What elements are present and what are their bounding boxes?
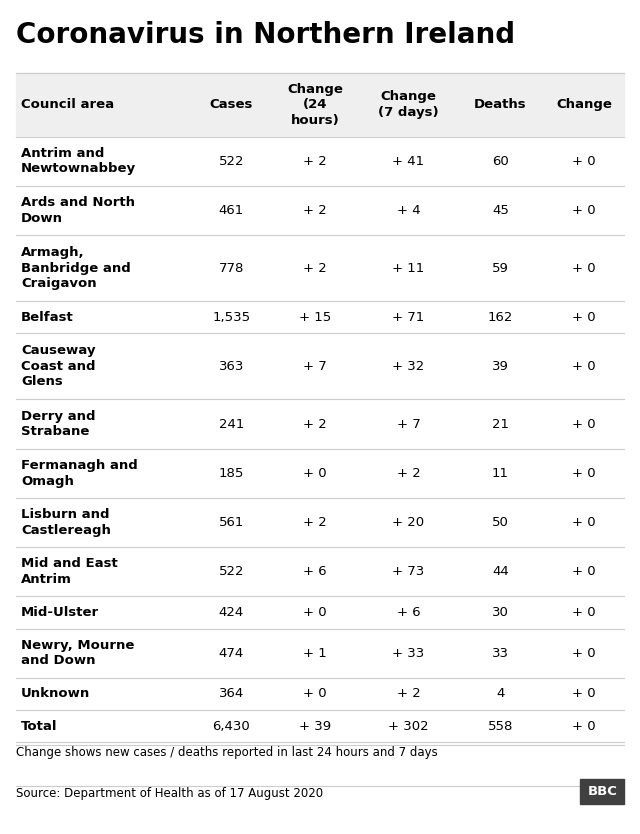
Text: Armagh,
Banbridge and
Craigavon: Armagh, Banbridge and Craigavon: [21, 246, 131, 290]
Text: 461: 461: [219, 203, 244, 217]
Text: Lisburn and
Castlereagh: Lisburn and Castlereagh: [21, 508, 111, 537]
Text: + 71: + 71: [392, 311, 425, 324]
Text: + 0: + 0: [572, 418, 596, 430]
Text: Change shows new cases / deaths reported in last 24 hours and 7 days: Change shows new cases / deaths reported…: [16, 746, 438, 759]
Text: 50: 50: [492, 516, 509, 529]
Text: + 0: + 0: [572, 360, 596, 373]
Text: + 6: + 6: [303, 565, 327, 578]
Text: 39: 39: [492, 360, 509, 373]
Text: + 2: + 2: [397, 687, 420, 701]
Text: BBC: BBC: [588, 785, 617, 798]
Text: Change
(24
hours): Change (24 hours): [287, 83, 343, 127]
Text: Change: Change: [556, 98, 612, 111]
Text: 522: 522: [219, 154, 244, 168]
Text: Coronavirus in Northern Ireland: Coronavirus in Northern Ireland: [16, 21, 515, 49]
Text: 44: 44: [492, 565, 509, 578]
Text: + 0: + 0: [572, 311, 596, 324]
Text: 424: 424: [219, 606, 244, 619]
Text: Cases: Cases: [210, 98, 253, 111]
Text: + 1: + 1: [303, 646, 327, 660]
Text: + 2: + 2: [303, 154, 327, 168]
Text: 522: 522: [219, 565, 244, 578]
Text: + 2: + 2: [303, 418, 327, 430]
Text: 45: 45: [492, 203, 509, 217]
Text: + 33: + 33: [392, 646, 425, 660]
Text: + 20: + 20: [392, 516, 424, 529]
Text: + 32: + 32: [392, 360, 425, 373]
Text: + 11: + 11: [392, 262, 425, 274]
Text: + 2: + 2: [397, 467, 420, 480]
Text: + 2: + 2: [303, 516, 327, 529]
Text: + 0: + 0: [572, 687, 596, 701]
Text: + 0: + 0: [572, 203, 596, 217]
Text: Council area: Council area: [21, 98, 115, 111]
Text: + 0: + 0: [572, 606, 596, 619]
Text: + 15: + 15: [299, 311, 331, 324]
Text: 59: 59: [492, 262, 509, 274]
Text: + 0: + 0: [572, 720, 596, 732]
Text: 60: 60: [492, 154, 509, 168]
Text: Belfast: Belfast: [21, 311, 74, 324]
Text: + 0: + 0: [572, 565, 596, 578]
Text: + 0: + 0: [572, 516, 596, 529]
Text: Mid and East
Antrim: Mid and East Antrim: [21, 557, 118, 586]
Text: + 7: + 7: [397, 418, 420, 430]
Text: Change
(7 days): Change (7 days): [378, 90, 439, 118]
Text: Causeway
Coast and
Glens: Causeway Coast and Glens: [21, 344, 95, 389]
Text: 1,535: 1,535: [212, 311, 250, 324]
Text: 561: 561: [219, 516, 244, 529]
Text: + 39: + 39: [299, 720, 331, 732]
Text: 21: 21: [492, 418, 509, 430]
Text: 30: 30: [492, 606, 509, 619]
Text: + 6: + 6: [397, 606, 420, 619]
Text: 363: 363: [219, 360, 244, 373]
Text: Derry and
Strabane: Derry and Strabane: [21, 409, 95, 439]
Text: 6,430: 6,430: [212, 720, 250, 732]
Text: 241: 241: [219, 418, 244, 430]
Text: + 0: + 0: [572, 646, 596, 660]
Text: + 7: + 7: [303, 360, 327, 373]
Text: Newry, Mourne
and Down: Newry, Mourne and Down: [21, 639, 134, 667]
Text: Ards and North
Down: Ards and North Down: [21, 196, 135, 224]
Text: 364: 364: [219, 687, 244, 701]
Text: + 0: + 0: [572, 262, 596, 274]
Text: + 2: + 2: [303, 203, 327, 217]
Text: 33: 33: [492, 646, 509, 660]
Text: Fermanagh and
Omagh: Fermanagh and Omagh: [21, 459, 138, 488]
Text: + 41: + 41: [392, 154, 424, 168]
Text: + 0: + 0: [303, 467, 327, 480]
Text: + 0: + 0: [303, 687, 327, 701]
Text: 185: 185: [219, 467, 244, 480]
Text: Antrim and
Newtownabbey: Antrim and Newtownabbey: [21, 147, 136, 175]
Text: Source: Department of Health as of 17 August 2020: Source: Department of Health as of 17 Au…: [16, 787, 323, 801]
Text: + 0: + 0: [572, 154, 596, 168]
Text: + 73: + 73: [392, 565, 425, 578]
Text: + 302: + 302: [388, 720, 429, 732]
Text: 558: 558: [488, 720, 513, 732]
Text: + 0: + 0: [303, 606, 327, 619]
Text: + 0: + 0: [572, 467, 596, 480]
Text: 11: 11: [492, 467, 509, 480]
Text: Mid-Ulster: Mid-Ulster: [21, 606, 99, 619]
Text: 4: 4: [496, 687, 504, 701]
Text: 778: 778: [219, 262, 244, 274]
Text: 474: 474: [219, 646, 244, 660]
Text: + 2: + 2: [303, 262, 327, 274]
Text: + 4: + 4: [397, 203, 420, 217]
Text: Deaths: Deaths: [474, 98, 527, 111]
Text: Total: Total: [21, 720, 58, 732]
Text: 162: 162: [488, 311, 513, 324]
Text: Unknown: Unknown: [21, 687, 90, 701]
